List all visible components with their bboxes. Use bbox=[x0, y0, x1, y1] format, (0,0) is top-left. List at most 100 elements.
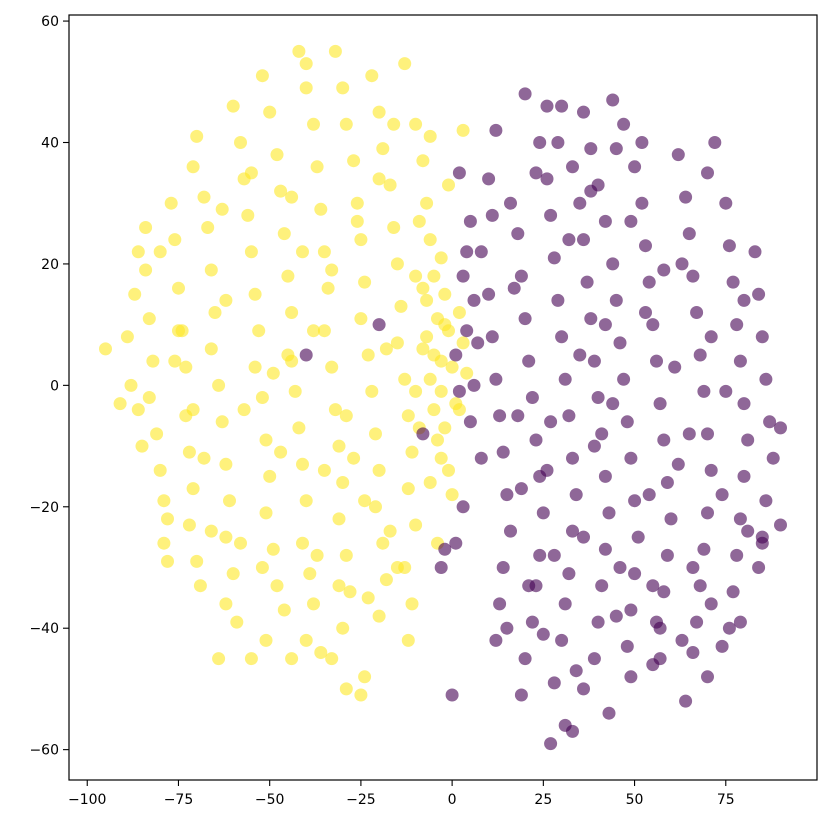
scatter-point bbox=[383, 178, 397, 192]
scatter-point bbox=[259, 506, 273, 520]
scatter-point bbox=[456, 269, 470, 283]
y-tick-label: 0 bbox=[50, 378, 59, 394]
scatter-point bbox=[704, 463, 718, 477]
scatter-point bbox=[624, 670, 638, 684]
scatter-point bbox=[733, 512, 747, 526]
scatter-point bbox=[416, 154, 430, 168]
scatter-point bbox=[493, 409, 507, 423]
scatter-point bbox=[500, 621, 514, 635]
scatter-point bbox=[259, 433, 273, 447]
scatter-point bbox=[463, 214, 477, 228]
scatter-point bbox=[372, 318, 386, 332]
scatter-point bbox=[682, 227, 696, 241]
scatter-point bbox=[358, 494, 372, 508]
scatter-point bbox=[452, 306, 466, 319]
scatter-point bbox=[657, 433, 671, 447]
scatter-point bbox=[197, 451, 211, 465]
scatter-point bbox=[204, 524, 218, 538]
scatter-point bbox=[449, 536, 463, 550]
scatter-point bbox=[613, 561, 627, 574]
scatter-point bbox=[438, 318, 452, 332]
scatter-point bbox=[562, 567, 576, 581]
scatter-point bbox=[617, 372, 631, 386]
scatter-point bbox=[759, 372, 773, 386]
scatter-point bbox=[701, 670, 714, 684]
scatter-point bbox=[285, 652, 299, 666]
scatter-point bbox=[237, 403, 251, 417]
scatter-point bbox=[474, 245, 488, 259]
scatter-point bbox=[281, 269, 295, 283]
scatter-point bbox=[584, 142, 598, 156]
scatter-point bbox=[277, 227, 291, 241]
scatter-point bbox=[719, 196, 733, 210]
scatter-point bbox=[255, 69, 269, 83]
scatter-point bbox=[657, 263, 671, 277]
scatter-point bbox=[460, 245, 474, 259]
scatter-point bbox=[113, 397, 127, 411]
scatter-point bbox=[350, 196, 364, 210]
scatter-point bbox=[485, 208, 499, 222]
scatter-point bbox=[606, 93, 620, 107]
scatter-point bbox=[518, 87, 532, 101]
scatter-point bbox=[730, 548, 744, 562]
scatter-point bbox=[153, 245, 167, 259]
scatter-point bbox=[332, 579, 346, 593]
scatter-point bbox=[613, 336, 627, 350]
scatter-point bbox=[759, 494, 773, 508]
scatter-point bbox=[566, 451, 579, 465]
scatter-point bbox=[416, 427, 430, 441]
scatter-point bbox=[354, 312, 368, 326]
scatter-point bbox=[244, 166, 258, 180]
scatter-point bbox=[212, 378, 226, 392]
scatter-point bbox=[405, 597, 419, 611]
x-tick-label: −50 bbox=[255, 792, 285, 808]
scatter-point bbox=[566, 160, 579, 174]
scatter-point bbox=[595, 579, 609, 593]
scatter-point bbox=[274, 445, 288, 459]
scatter-point bbox=[471, 336, 485, 350]
scatter-point bbox=[179, 360, 193, 374]
scatter-point bbox=[263, 469, 277, 483]
scatter-point bbox=[620, 639, 634, 653]
scatter-point bbox=[547, 548, 561, 562]
scatter-point bbox=[431, 433, 444, 447]
scatter-point bbox=[686, 269, 700, 283]
scatter-point bbox=[226, 99, 240, 113]
scatter-point bbox=[369, 500, 382, 514]
scatter-point bbox=[690, 306, 704, 319]
scatter-point bbox=[482, 172, 496, 186]
scatter-point bbox=[120, 330, 134, 344]
scatter-point bbox=[511, 227, 525, 241]
scatter-point bbox=[157, 494, 171, 508]
scatter-point bbox=[730, 318, 744, 332]
scatter-point bbox=[325, 263, 339, 277]
scatter-point bbox=[296, 536, 309, 550]
scatter-point bbox=[292, 421, 306, 435]
scatter-point bbox=[409, 518, 423, 532]
scatter-point bbox=[650, 354, 663, 368]
scatter-point bbox=[339, 409, 353, 423]
scatter-point bbox=[551, 136, 565, 149]
scatter-point bbox=[292, 44, 306, 58]
scatter-point bbox=[398, 372, 412, 386]
scatter-point bbox=[212, 652, 226, 666]
scatter-point bbox=[624, 603, 638, 617]
scatter-point bbox=[139, 221, 153, 234]
scatter-point bbox=[504, 524, 517, 538]
scatter-point bbox=[558, 372, 572, 386]
scatter-point bbox=[387, 117, 401, 131]
scatter-point bbox=[456, 336, 470, 350]
scatter-point bbox=[358, 670, 372, 684]
scatter-point bbox=[343, 585, 357, 599]
scatter-point bbox=[606, 397, 620, 411]
scatter-point bbox=[219, 530, 233, 544]
scatter-point bbox=[219, 293, 233, 307]
scatter-point bbox=[704, 597, 718, 611]
scatter-point bbox=[423, 233, 437, 247]
x-axis: −100 −75 −50 −25 0 25 50 75 bbox=[68, 780, 735, 808]
scatter-point bbox=[701, 427, 714, 441]
scatter-point bbox=[442, 463, 455, 477]
scatter-point bbox=[704, 330, 718, 344]
scatter-point bbox=[587, 439, 601, 453]
